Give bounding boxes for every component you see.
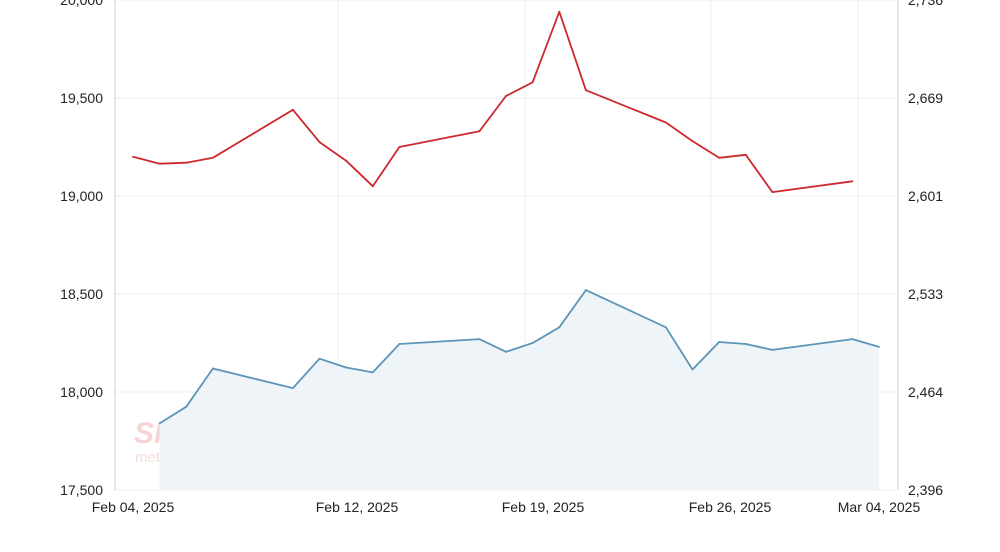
left-y-axis: 17,500 18,000 18,500 19,000 19,500 20,000 xyxy=(60,0,103,498)
series-0-point xyxy=(398,146,401,148)
right-tick-label: 2,601 xyxy=(908,188,943,204)
series-0-point xyxy=(132,155,134,158)
x-tick-label: Feb 19, 2025 xyxy=(502,499,585,515)
x-tick-label: Mar 04, 2025 xyxy=(838,499,921,515)
x-tick-label: Feb 12, 2025 xyxy=(316,499,399,515)
series-1-point xyxy=(558,326,561,329)
right-tick-label: 2,533 xyxy=(908,286,943,302)
series-0-point xyxy=(771,191,774,194)
x-tick-label: Feb 26, 2025 xyxy=(689,499,772,515)
right-tick-label: 2,669 xyxy=(908,90,943,106)
left-tick-label: 19,000 xyxy=(60,188,103,204)
left-tick-label: 19,500 xyxy=(60,90,103,106)
series-1-point xyxy=(691,368,694,371)
left-tick-label: 20,000 xyxy=(60,0,103,8)
x-axis: Feb 04, 2025 Feb 12, 2025 Feb 19, 2025 Feb … xyxy=(92,499,921,515)
series-1-area xyxy=(159,290,880,490)
series-0-point xyxy=(585,89,587,92)
series-1-point xyxy=(292,387,294,389)
left-tick-label: 18,000 xyxy=(60,384,103,400)
series-areas xyxy=(159,290,880,490)
left-tick-label: 18,500 xyxy=(60,286,103,302)
series-1-point xyxy=(158,422,161,425)
right-tick-label: 2,736 xyxy=(908,0,943,8)
series-0-point xyxy=(292,108,294,111)
series-1-line xyxy=(159,289,880,425)
series-0-point xyxy=(718,156,720,159)
series-0-point xyxy=(345,159,347,162)
series-1-point xyxy=(318,357,321,360)
series-1-point xyxy=(718,341,720,343)
series-lines xyxy=(132,10,880,425)
series-1-point xyxy=(851,338,854,340)
series-1-point xyxy=(878,346,880,348)
series-0-point xyxy=(371,185,374,188)
series-1-point xyxy=(345,366,347,369)
series-1-point xyxy=(531,342,534,344)
series-0-point xyxy=(691,140,694,143)
series-1-point xyxy=(185,405,188,408)
series-0-point xyxy=(851,180,854,183)
series-0-point xyxy=(531,81,534,84)
left-tick-label: 17,500 xyxy=(60,482,103,498)
series-0-point xyxy=(318,141,321,144)
right-tick-label: 2,396 xyxy=(908,482,943,498)
series-0-point xyxy=(744,153,747,156)
right-y-axis: 2,396 2,464 2,533 2,601 2,669 2,736 xyxy=(908,0,943,498)
series-0-point xyxy=(505,95,507,97)
series-1-point xyxy=(478,338,481,340)
series-0-point xyxy=(212,156,214,159)
series-0-point xyxy=(665,121,667,124)
right-tick-label: 2,464 xyxy=(908,384,943,400)
series-1-point xyxy=(212,367,214,370)
series-0-point xyxy=(558,10,561,13)
series-1-point xyxy=(665,326,667,329)
series-0-point xyxy=(185,161,188,164)
series-0-line xyxy=(132,10,853,193)
x-tick-label: Feb 04, 2025 xyxy=(92,499,175,515)
series-1-point xyxy=(371,371,374,374)
series-1-point xyxy=(585,289,587,291)
series-0-point xyxy=(158,162,161,165)
series-1-point xyxy=(771,349,774,351)
series-1-point xyxy=(744,343,747,345)
series-1-point xyxy=(398,343,401,345)
series-0-point xyxy=(478,130,481,133)
series-1-point xyxy=(505,350,507,353)
